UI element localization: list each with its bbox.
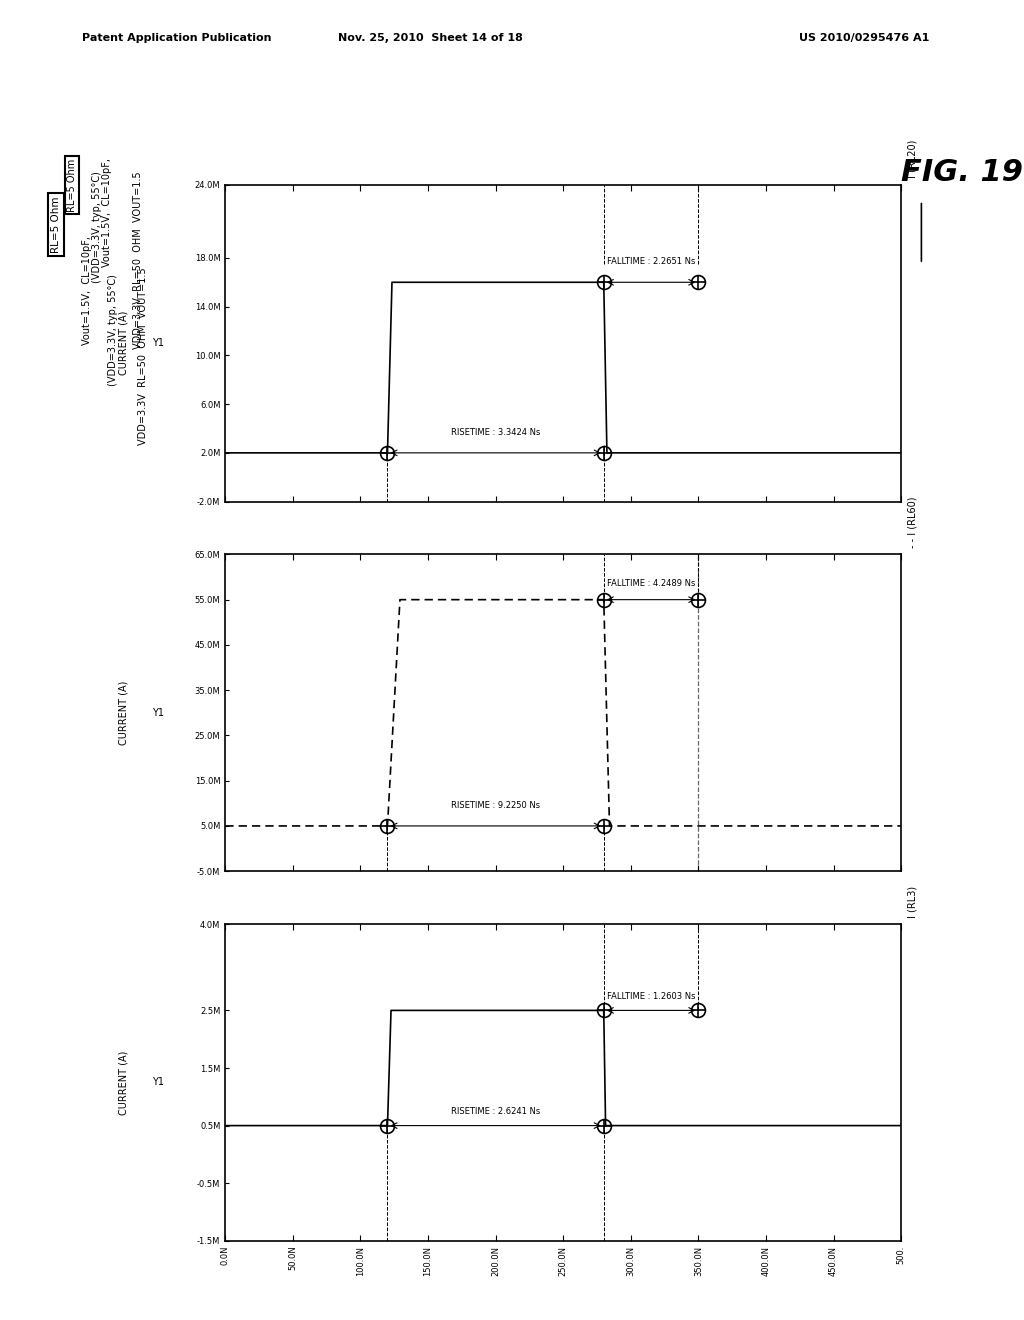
Text: I (RL20): I (RL20) (908, 140, 918, 178)
Text: FALLTIME : 1.2603 Ns: FALLTIME : 1.2603 Ns (607, 991, 695, 1001)
Text: (VDD=3.3V, typ, 55°C): (VDD=3.3V, typ, 55°C) (92, 172, 102, 284)
Text: I (RL3): I (RL3) (908, 886, 918, 917)
Text: RISETIME : 9.2250 Ns: RISETIME : 9.2250 Ns (451, 801, 541, 810)
Text: US 2010/0295476 A1: US 2010/0295476 A1 (799, 33, 929, 44)
Text: RL=5 Ohm: RL=5 Ohm (51, 197, 61, 252)
Text: Y1: Y1 (153, 338, 165, 348)
Text: Y1: Y1 (153, 708, 165, 718)
Text: Vout=1.5V,  CL=10pF,: Vout=1.5V, CL=10pF, (102, 158, 113, 268)
Text: VDD=3.3V  RL=50  OHM  VOUT=1.5: VDD=3.3V RL=50 OHM VOUT=1.5 (133, 172, 143, 350)
Text: CURRENT (A): CURRENT (A) (119, 312, 129, 375)
Text: CURRENT (A): CURRENT (A) (119, 1051, 129, 1114)
Text: FIG. 19: FIG. 19 (901, 158, 1023, 187)
Text: Nov. 25, 2010  Sheet 14 of 18: Nov. 25, 2010 Sheet 14 of 18 (338, 33, 522, 44)
Text: RL=5 Ohm: RL=5 Ohm (67, 158, 77, 211)
Text: - - I (RL60): - - I (RL60) (908, 496, 918, 548)
Text: FALLTIME : 4.2489 Ns: FALLTIME : 4.2489 Ns (607, 579, 695, 589)
Text: CURRENT (A): CURRENT (A) (119, 681, 129, 744)
Text: FALLTIME : 2.2651 Ns: FALLTIME : 2.2651 Ns (607, 257, 695, 267)
Text: (VDD=3.3V, typ, 55°C): (VDD=3.3V, typ, 55°C) (108, 275, 118, 385)
Text: Patent Application Publication: Patent Application Publication (82, 33, 271, 44)
Text: Vout=1.5V,  CL=10pF,: Vout=1.5V, CL=10pF, (82, 236, 92, 345)
Text: VDD=3.3V  RL=50  OHM  VOUT=1.5: VDD=3.3V RL=50 OHM VOUT=1.5 (138, 268, 148, 445)
Text: RISETIME : 3.3424 Ns: RISETIME : 3.3424 Ns (451, 428, 541, 437)
Text: RISETIME : 2.6241 Ns: RISETIME : 2.6241 Ns (451, 1107, 541, 1117)
Text: Y1: Y1 (153, 1077, 165, 1088)
